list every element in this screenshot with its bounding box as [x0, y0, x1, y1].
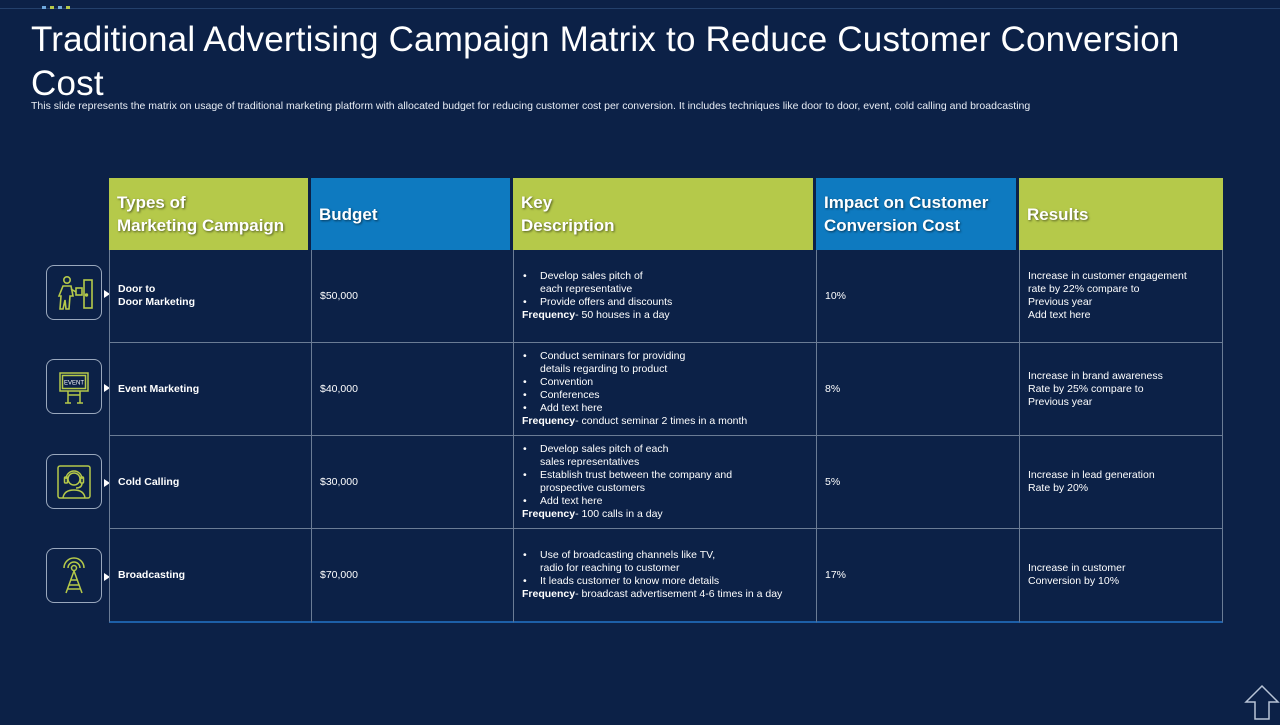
description-cell: Develop sales pitch of each sales repres…	[513, 436, 816, 529]
frequency-line: Frequency- 100 calls in a day	[522, 508, 808, 521]
campaign-type-cell: Cold Calling	[109, 436, 311, 529]
campaign-type-cell: Event Marketing	[109, 343, 311, 436]
campaign-type-cell: Door to Door Marketing	[109, 250, 311, 343]
header-types-of-campaign: Types of Marketing Campaign	[109, 178, 311, 250]
table-row: Event Marketing $40,000 Conduct seminars…	[109, 343, 1223, 436]
page-title: Traditional Advertising Campaign Matrix …	[31, 20, 1180, 103]
header-impact: Impact on Customer Conversion Cost	[816, 178, 1019, 250]
description-cell: Conduct seminars for providing details r…	[513, 343, 816, 436]
header-budget: Budget	[311, 178, 513, 250]
budget-cell: $40,000	[311, 343, 513, 436]
impact-cell: 17%	[816, 529, 1019, 623]
description-item: Use of broadcasting channels like TV, ra…	[522, 549, 808, 575]
frequency-label: Frequency	[522, 508, 576, 520]
frequency-line: Frequency- broadcast advertisement 4-6 t…	[522, 588, 808, 601]
results-cell: Increase in customer Conversion by 10%	[1019, 529, 1223, 623]
table-row: Broadcasting $70,000 Use of broadcasting…	[109, 529, 1223, 623]
header-key-description: Key Description	[513, 178, 816, 250]
budget-cell: $30,000	[311, 436, 513, 529]
impact-cell: 5%	[816, 436, 1019, 529]
description-cell: Use of broadcasting channels like TV, ra…	[513, 529, 816, 623]
description-item: Add text here	[522, 402, 808, 415]
table-row: Door to Door Marketing $50,000 Develop s…	[109, 250, 1223, 343]
description-item: Provide offers and discounts	[522, 296, 808, 309]
frequency-text: - 100 calls in a day	[575, 508, 663, 520]
impact-cell: 10%	[816, 250, 1019, 343]
results-cell: Increase in customer engagement rate by …	[1019, 250, 1223, 343]
header-results: Results	[1019, 178, 1223, 250]
frequency-line: Frequency- conduct seminar 2 times in a …	[522, 415, 808, 428]
frequency-line: Frequency- 50 houses in a day	[522, 309, 808, 322]
results-cell: Increase in lead generation Rate by 20%	[1019, 436, 1223, 529]
slide-decoration-dots	[42, 6, 70, 9]
door-to-door-icon	[46, 265, 110, 320]
page-subtitle: This slide represents the matrix on usag…	[31, 100, 1031, 112]
table-header-row: Types of Marketing Campaign Budget Key D…	[109, 178, 1223, 250]
description-item: It leads customer to know more details	[522, 575, 808, 588]
frequency-label: Frequency	[522, 309, 576, 321]
description-item: Develop sales pitch of each sales repres…	[522, 443, 808, 469]
description-item: Develop sales pitch of each representati…	[522, 270, 808, 296]
impact-cell: 8%	[816, 343, 1019, 436]
frequency-text: - broadcast advertisement 4-6 times in a…	[575, 588, 783, 600]
campaign-type-cell: Broadcasting	[109, 529, 311, 623]
headset-person-icon	[46, 454, 110, 509]
table-row: Cold Calling $30,000 Develop sales pitch…	[109, 436, 1223, 529]
description-item: Conduct seminars for providing details r…	[522, 350, 808, 376]
description-item: Conferences	[522, 389, 808, 402]
description-item: Add text here	[522, 495, 808, 508]
frequency-text: - 50 houses in a day	[575, 309, 670, 321]
description-cell: Develop sales pitch of each representati…	[513, 250, 816, 343]
frequency-label: Frequency	[522, 415, 576, 427]
campaign-matrix-table: Types of Marketing Campaign Budget Key D…	[109, 178, 1223, 623]
frequency-text: - conduct seminar 2 times in a month	[575, 415, 748, 427]
top-divider	[0, 8, 1280, 9]
results-cell: Increase in brand awareness Rate by 25% …	[1019, 343, 1223, 436]
description-item: Establish trust between the company and …	[522, 469, 808, 495]
broadcast-tower-icon	[46, 548, 110, 603]
event-sign-icon: EVENT	[46, 359, 110, 414]
frequency-label: Frequency	[522, 588, 576, 600]
budget-cell: $50,000	[311, 250, 513, 343]
arrow-up-icon[interactable]	[1244, 684, 1280, 725]
description-item: Convention	[522, 376, 808, 389]
budget-cell: $70,000	[311, 529, 513, 623]
svg-text:EVENT: EVENT	[64, 380, 84, 386]
